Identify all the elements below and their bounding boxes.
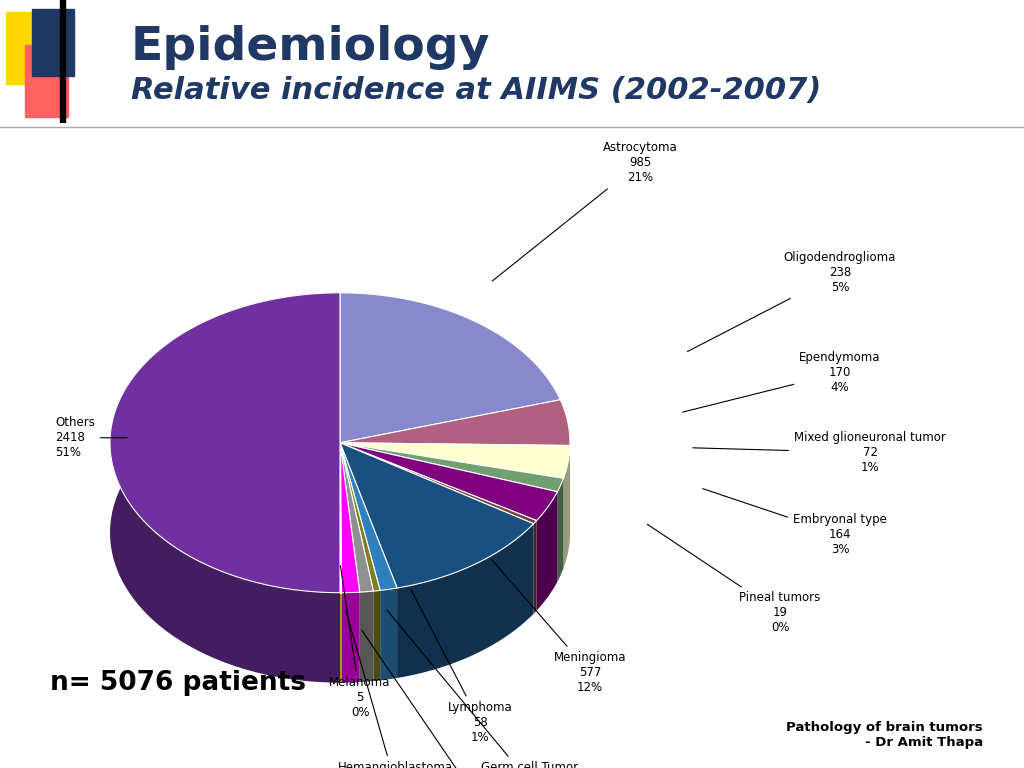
Text: Pineal tumors
19
0%: Pineal tumors 19 0% [647, 525, 820, 634]
Polygon shape [340, 593, 341, 683]
Bar [32, 8, 75, 76]
Polygon shape [111, 293, 340, 683]
Polygon shape [359, 591, 374, 682]
Bar [6, 12, 48, 84]
Polygon shape [340, 443, 557, 521]
Polygon shape [340, 443, 563, 492]
Text: Melanoma
5
0%: Melanoma 5 0% [330, 565, 391, 719]
Polygon shape [557, 478, 563, 581]
Text: Germ cell Tumor
23
0%: Germ cell Tumor 23 0% [387, 610, 579, 768]
Polygon shape [340, 443, 341, 593]
Text: Mixed glioneuronal tumor
72
1%: Mixed glioneuronal tumor 72 1% [693, 432, 946, 475]
Polygon shape [380, 588, 397, 680]
Text: Oligodendroglioma
238
5%: Oligodendroglioma 238 5% [687, 251, 896, 352]
Polygon shape [340, 293, 560, 443]
Bar [25, 45, 68, 117]
Text: Pathology of brain tumors
- Dr Amit Thapa: Pathology of brain tumors - Dr Amit Thap… [786, 721, 983, 749]
Polygon shape [110, 293, 340, 593]
Text: Embryonal type
164
3%: Embryonal type 164 3% [702, 488, 887, 556]
Polygon shape [537, 492, 557, 611]
Text: Hemangioblastoma
61
1%: Hemangioblastoma 61 1% [338, 611, 453, 768]
Text: Others
2418
51%: Others 2418 51% [55, 416, 127, 459]
Polygon shape [397, 524, 534, 678]
Text: Astrocytoma
985
21%: Astrocytoma 985 21% [493, 141, 677, 281]
Polygon shape [340, 443, 359, 593]
Bar [59, 0, 66, 123]
Text: Lymphoma
58
1%: Lymphoma 58 1% [412, 590, 512, 744]
Polygon shape [340, 399, 570, 445]
Polygon shape [340, 443, 374, 592]
Text: Hemangiopericytoma
46
1%: Hemangiopericytoma 46 1% [361, 630, 563, 768]
Polygon shape [340, 443, 534, 588]
Polygon shape [374, 591, 380, 681]
Polygon shape [340, 443, 397, 591]
Text: Epidemiology: Epidemiology [131, 25, 490, 70]
Polygon shape [341, 592, 359, 683]
Text: Ependymoma
170
4%: Ependymoma 170 4% [683, 351, 881, 412]
Polygon shape [340, 443, 537, 524]
Text: Relative incidence at AIIMS (2002-2007): Relative incidence at AIIMS (2002-2007) [131, 76, 821, 105]
Polygon shape [563, 445, 570, 568]
Polygon shape [534, 521, 537, 614]
Text: n= 5076 patients: n= 5076 patients [50, 670, 306, 696]
Text: Meningioma
577
12%: Meningioma 577 12% [492, 560, 627, 694]
Polygon shape [340, 443, 380, 591]
Polygon shape [340, 443, 570, 478]
